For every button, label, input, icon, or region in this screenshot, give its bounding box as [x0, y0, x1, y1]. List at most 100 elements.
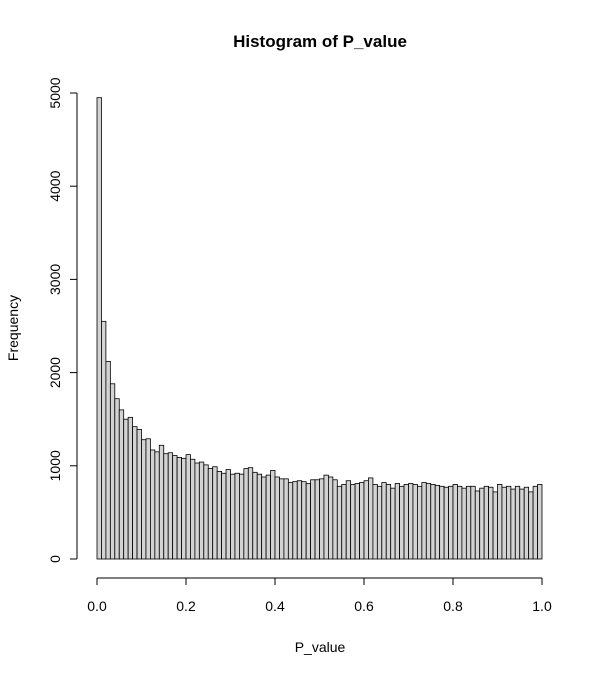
- histogram-bar: [470, 485, 476, 560]
- x-tick-label: 0.0: [87, 598, 107, 614]
- x-axis-label: P_value: [295, 639, 346, 655]
- histogram-bar: [167, 452, 174, 560]
- x-axis: 0.0 0.2 0.4 0.6 0.8 1.0: [87, 577, 552, 614]
- histogram-bar: [132, 426, 138, 560]
- histogram-bar: [385, 484, 392, 560]
- histogram-bar: [492, 491, 498, 560]
- histogram-bar: [207, 468, 214, 560]
- histogram-bar: [408, 483, 414, 560]
- histogram-bar: [105, 361, 111, 560]
- histogram-bar: [230, 473, 236, 560]
- histogram-bar: [510, 488, 516, 560]
- histogram-bar: [221, 472, 227, 560]
- x-tick-label: 0.8: [443, 598, 463, 614]
- histogram-bar: [163, 453, 169, 560]
- histogram-bar: [505, 485, 512, 560]
- y-axis: 0 1000 2000 3000 4000 5000: [47, 77, 78, 563]
- histogram-bar: [185, 454, 191, 560]
- y-tick-label: 1000: [47, 450, 63, 481]
- histogram-bar: [416, 485, 423, 560]
- histogram-bar: [323, 474, 329, 560]
- histogram-bar: [434, 484, 441, 560]
- histogram-bar: [501, 486, 507, 560]
- x-tick-label: 0.2: [176, 598, 196, 614]
- histogram-bar: [287, 482, 294, 560]
- histogram-bar: [212, 466, 218, 560]
- histogram-bar: [301, 481, 307, 560]
- histogram-bar: [194, 462, 200, 560]
- histogram-bar: [452, 484, 458, 560]
- histogram-bar: [537, 484, 543, 560]
- histogram-bar: [403, 484, 409, 560]
- histogram-bar: [425, 483, 432, 560]
- histogram-bar: [430, 484, 436, 560]
- y-tick-label: 0: [47, 555, 63, 563]
- histogram-bar: [265, 474, 271, 560]
- histogram-bar: [479, 487, 485, 560]
- y-tick-label: 5000: [47, 77, 63, 108]
- histogram-bar: [216, 470, 222, 560]
- histogram-bar: [127, 416, 133, 560]
- histogram-bar: [181, 457, 187, 560]
- histogram-bar: [292, 481, 298, 560]
- histogram-bar: [203, 464, 209, 560]
- histogram-bar: [350, 484, 356, 560]
- histogram-bar: [372, 484, 378, 560]
- y-tick-label: 3000: [47, 264, 63, 295]
- histogram-bar: [461, 487, 467, 560]
- histogram-bar: [363, 480, 369, 560]
- histogram-bar: [443, 486, 449, 560]
- histogram-bar: [345, 480, 352, 560]
- histogram-bar: [421, 482, 427, 560]
- bars-group: [96, 97, 543, 560]
- histogram-bar: [296, 480, 303, 560]
- histogram-bar: [336, 485, 343, 560]
- histogram-bar: [247, 467, 254, 560]
- histogram-bar: [154, 451, 160, 560]
- histogram-bar: [359, 482, 365, 560]
- histogram-bar: [319, 478, 325, 560]
- y-axis-label: Frequency: [5, 295, 21, 361]
- histogram-bar: [327, 476, 334, 560]
- histogram-bar: [109, 383, 116, 560]
- histogram-bar: [528, 491, 534, 560]
- histogram-bar: [252, 471, 258, 560]
- histogram-bar: [270, 470, 276, 560]
- histogram-bar: [376, 485, 383, 560]
- histogram-bar: [114, 398, 120, 560]
- histogram-bar: [394, 483, 400, 560]
- histogram-bar: [234, 472, 240, 560]
- histogram-bar: [274, 476, 280, 560]
- histogram-bar: [519, 488, 525, 560]
- histogram-bar: [123, 418, 129, 560]
- histogram-bar: [368, 477, 374, 560]
- histogram-bar: [136, 429, 142, 560]
- histogram-bar: [256, 473, 263, 560]
- histogram-bar: [381, 482, 387, 560]
- histogram-bar: [483, 485, 489, 560]
- histogram-bar: [332, 479, 338, 560]
- histogram-bar: [145, 438, 151, 560]
- chart-title: Histogram of P_value: [233, 32, 407, 51]
- histogram-bar: [198, 461, 205, 560]
- histogram-bar: [141, 439, 147, 560]
- histogram-bar: [238, 473, 245, 560]
- histogram-bar: [310, 479, 316, 560]
- histogram-bar: [172, 455, 178, 560]
- histogram-bar: [514, 485, 521, 560]
- histogram-bar: [465, 485, 472, 560]
- histogram-bar: [448, 485, 454, 560]
- histogram-bar: [225, 469, 231, 560]
- histogram-bar: [439, 485, 445, 560]
- histogram-bar: [101, 320, 107, 560]
- histogram-bar: [96, 97, 102, 560]
- histogram-bar: [176, 457, 182, 560]
- histogram-bar: [305, 483, 311, 560]
- histogram-bar: [488, 486, 494, 560]
- histogram-bar: [190, 458, 196, 560]
- histogram-bar: [149, 449, 156, 560]
- histogram-bar: [497, 484, 503, 560]
- histogram-bar: [390, 487, 396, 560]
- histogram-bar: [118, 409, 125, 560]
